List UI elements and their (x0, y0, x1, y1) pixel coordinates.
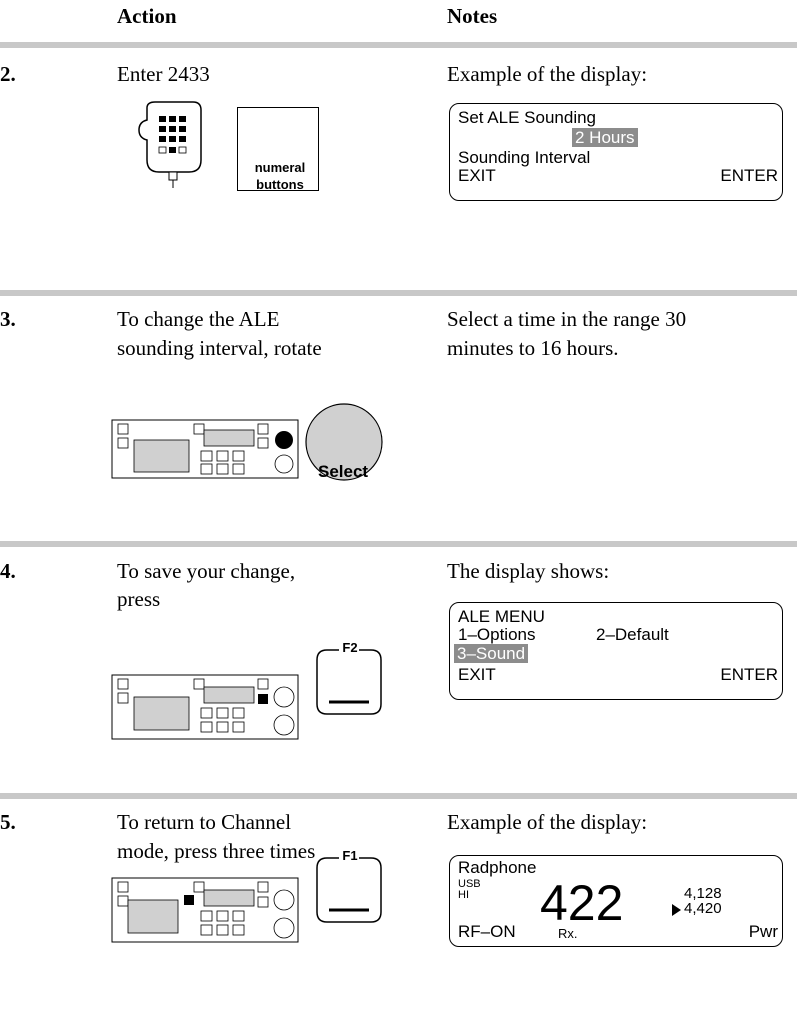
rule (0, 793, 797, 799)
display-text: EXIT (458, 665, 496, 684)
step-action: sounding interval, rotate (117, 336, 322, 360)
step-action: To change the ALE (117, 307, 280, 331)
step-notes: The display shows: (447, 559, 610, 583)
rule (0, 42, 797, 48)
step-number: 3. (0, 307, 16, 331)
display-text: ALE MENU (458, 607, 545, 626)
step-number: 2. (0, 62, 16, 86)
step-action: Enter 2433 (117, 62, 210, 86)
header-notes: Notes (447, 4, 498, 28)
pointer (672, 904, 681, 916)
display: Radphone USB HI 422 4,128 4,420 RF–ON Rx… (449, 855, 783, 947)
display-text: ENTER (720, 166, 778, 185)
display-text: HI (458, 889, 469, 901)
step-action: To save your change, (117, 559, 296, 583)
radio-icon (111, 877, 299, 943)
display: ALE MENU 1–Options 2–Default 3–Sound EXI… (449, 602, 783, 700)
function-key (316, 857, 382, 923)
step-action: press (117, 587, 161, 611)
key-label: F1 (342, 848, 358, 863)
step-notes: Example of the display: (447, 810, 648, 834)
display-text: USB (458, 878, 481, 890)
radio-icon (111, 403, 383, 481)
icon-label: Select (318, 462, 369, 481)
display-text: 1–Options (458, 625, 536, 644)
display-text: RF–ON (458, 922, 516, 941)
rule (0, 541, 797, 547)
rule (0, 290, 797, 296)
step-action: mode, press three times (117, 839, 316, 863)
step-action: To return to Channel (117, 810, 292, 834)
key-label: F2 (342, 640, 358, 655)
display-text: 4,128 (684, 885, 722, 902)
display: Set ALE Sounding 2 Hours Sounding Interv… (449, 103, 783, 201)
icon-label-line: numeral (254, 160, 306, 175)
microphone-icon (138, 101, 202, 188)
display-text: 422 (540, 875, 624, 931)
icon-label: numeral buttons (240, 159, 320, 193)
step-notes: minutes to 16 hours. (447, 336, 619, 360)
step-number: 4. (0, 559, 16, 583)
step-notes: Select a time in the range 30 (447, 307, 687, 331)
display-text: Radphone (458, 858, 537, 877)
radio-icon (111, 674, 299, 740)
display-text: Sounding Interval (458, 148, 591, 167)
display-text: Pwr (748, 922, 778, 941)
numeral-box (237, 107, 319, 191)
display-text: 3–Sound (454, 644, 529, 663)
header-action: Action (117, 4, 177, 28)
icon-label-line: buttons (256, 177, 304, 192)
step-notes: Example of the display: (447, 62, 648, 86)
display-text: Rx. (558, 926, 578, 941)
display-text: ENTER (720, 665, 778, 684)
display-text: 2 Hours (572, 128, 638, 147)
step-number: 5. (0, 810, 16, 834)
display-text: 2–Default (596, 625, 669, 644)
display-text: 4,420 (684, 900, 722, 917)
display-text: EXIT (458, 166, 496, 185)
function-key (316, 649, 382, 715)
display-text: Set ALE Sounding (458, 108, 597, 127)
